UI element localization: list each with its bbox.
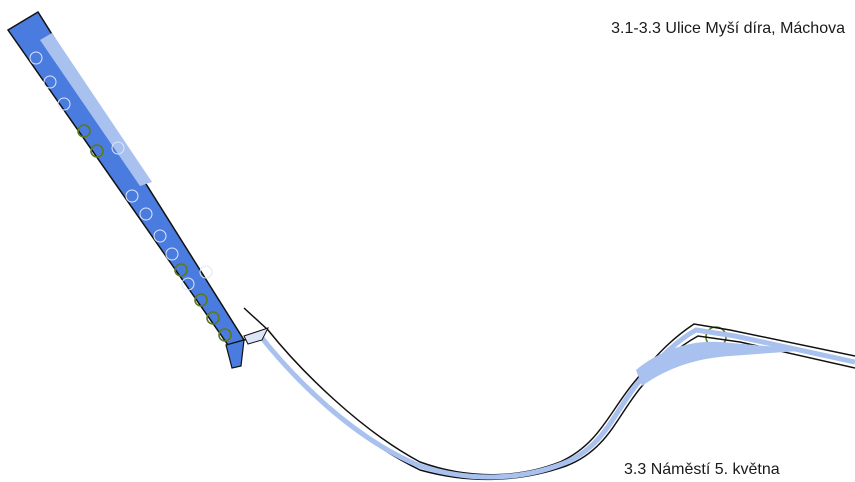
section-label-top: 3.1-3.3 Ulice Myší díra, Máchova [611, 20, 845, 37]
path-edge-outer [243, 307, 855, 476]
corner-wedge [243, 327, 269, 345]
street-end-stub [225, 339, 245, 369]
section-label-bottom: 3.3 Náměstí 5. května [624, 461, 780, 478]
planter-markers [29, 51, 213, 291]
street-strip [6, 10, 246, 346]
light-paving-band [40, 33, 152, 186]
paving-wedge [636, 341, 812, 386]
path-edge-inner [243, 335, 855, 481]
